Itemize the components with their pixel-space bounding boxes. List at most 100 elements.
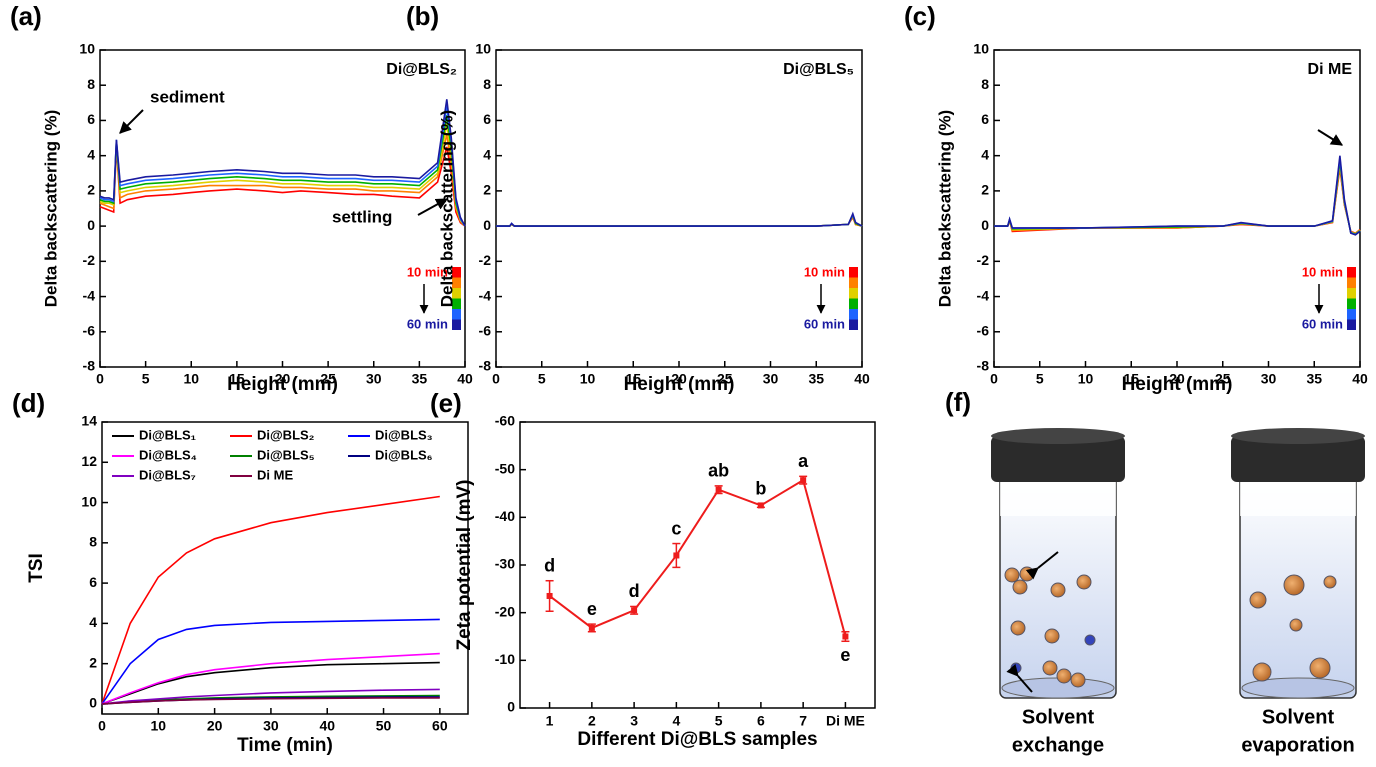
series-line <box>101 495 440 705</box>
legend-swatch <box>1347 319 1356 330</box>
plot-frame <box>101 421 469 715</box>
x-tick-label: 6 <box>757 713 765 729</box>
annotation: sediment <box>150 87 225 106</box>
x-tick-label: 40 <box>854 371 870 387</box>
y-tick-label: 2 <box>87 182 95 198</box>
x-tick-label: 20 <box>275 371 291 387</box>
legend-label: 10 min <box>804 264 845 279</box>
x-tick-label: 20 <box>671 371 687 387</box>
significance-letter: b <box>755 478 766 498</box>
series-line <box>99 123 466 227</box>
legend-label: Di@BLS₇ <box>139 467 196 482</box>
y-tick-label: -50 <box>495 460 515 476</box>
x-tick-label: Di ME <box>826 713 865 729</box>
y-tick-label: 10 <box>79 41 95 57</box>
y-tick-label: 4 <box>87 146 95 162</box>
y-tick-label: -8 <box>977 358 990 374</box>
series-line <box>994 167 1361 235</box>
legend-label: 10 min <box>407 264 448 279</box>
legend-label: 10 min <box>1302 264 1343 279</box>
point <box>546 592 553 599</box>
x-tick-label: 3 <box>630 713 638 729</box>
y-tick-label: 10 <box>81 493 97 509</box>
y-tick-label: -20 <box>495 603 515 619</box>
y-tick-label: 4 <box>483 146 491 162</box>
caption: evaporation <box>1241 734 1354 756</box>
y-tick-label: 0 <box>483 217 491 233</box>
x-tick-label: 40 <box>319 718 335 734</box>
legend-swatch <box>452 309 461 320</box>
series-line <box>101 697 440 705</box>
significance-letter: a <box>798 451 809 471</box>
panel-label: (e) <box>430 388 462 418</box>
x-tick-label: 0 <box>98 718 106 734</box>
y-tick-label: 4 <box>89 614 97 630</box>
y-tick-label: 10 <box>973 41 989 57</box>
x-tick-label: 20 <box>207 718 223 734</box>
x-tick-label: 25 <box>717 371 733 387</box>
panel-label: (d) <box>12 388 45 418</box>
x-tick-label: 20 <box>1169 371 1185 387</box>
series-line <box>994 158 1361 236</box>
series-line <box>496 212 863 227</box>
arrow <box>1317 129 1344 146</box>
legend-label: 60 min <box>407 316 448 331</box>
x-tick-label: 25 <box>1215 371 1231 387</box>
vial <box>991 428 1125 699</box>
legend-swatch <box>1347 298 1356 309</box>
arrow <box>1025 551 1059 580</box>
y-tick-label: 6 <box>483 111 491 127</box>
y-tick-label: 0 <box>981 217 989 233</box>
significance-letter: d <box>629 581 640 601</box>
y-tick-label: 8 <box>89 534 97 550</box>
x-tick-label: 5 <box>1036 371 1044 387</box>
legend-swatch <box>452 298 461 309</box>
legend-swatch <box>849 277 858 288</box>
point <box>800 477 807 484</box>
panel-title: Di ME <box>1308 61 1353 78</box>
x-tick-label: 30 <box>1261 371 1277 387</box>
vial <box>1231 428 1365 699</box>
legend-swatch <box>452 267 461 278</box>
legend-label: Di@BLS₆ <box>375 447 433 462</box>
series-line <box>994 155 1361 236</box>
x-tick-label: 10 <box>580 371 596 387</box>
y-axis-label: TSI <box>26 553 47 583</box>
legend-swatch <box>849 309 858 320</box>
y-axis-label: Delta backscattering (%) <box>437 110 456 307</box>
series-line <box>496 214 863 227</box>
x-axis-label: Time (min) <box>237 735 333 756</box>
y-tick-label: -30 <box>495 556 515 572</box>
y-tick-label: -2 <box>83 252 96 268</box>
series-line <box>994 166 1361 235</box>
legend-label: Di@BLS₂ <box>257 427 315 442</box>
y-tick-label: 10 <box>475 41 491 57</box>
significance-letter: ab <box>708 461 729 481</box>
legend-swatch <box>452 277 461 288</box>
point <box>673 552 680 559</box>
annotation: settling <box>332 207 392 226</box>
legend-label: Di ME <box>257 467 293 482</box>
x-tick-label: 40 <box>1352 371 1368 387</box>
y-tick-label: 6 <box>87 111 95 127</box>
y-tick-label: 0 <box>89 695 97 711</box>
x-tick-label: 35 <box>808 371 824 387</box>
legend-swatch <box>1347 277 1356 288</box>
series-line <box>548 478 847 637</box>
legend-swatch <box>452 319 461 330</box>
y-tick-label: -4 <box>479 287 492 303</box>
significance-letter: e <box>587 599 597 619</box>
legend-swatch <box>1347 267 1356 278</box>
series-line <box>101 618 440 705</box>
x-tick-label: 5 <box>715 713 723 729</box>
y-tick-label: 14 <box>81 413 97 429</box>
y-tick-label: 2 <box>483 182 491 198</box>
x-tick-label: 2 <box>588 713 596 729</box>
x-tick-label: 15 <box>229 371 245 387</box>
series-line <box>99 115 466 227</box>
caption: exchange <box>1012 734 1104 756</box>
panel-label: (c) <box>904 1 936 31</box>
series-line <box>994 160 1361 236</box>
point <box>715 486 722 493</box>
